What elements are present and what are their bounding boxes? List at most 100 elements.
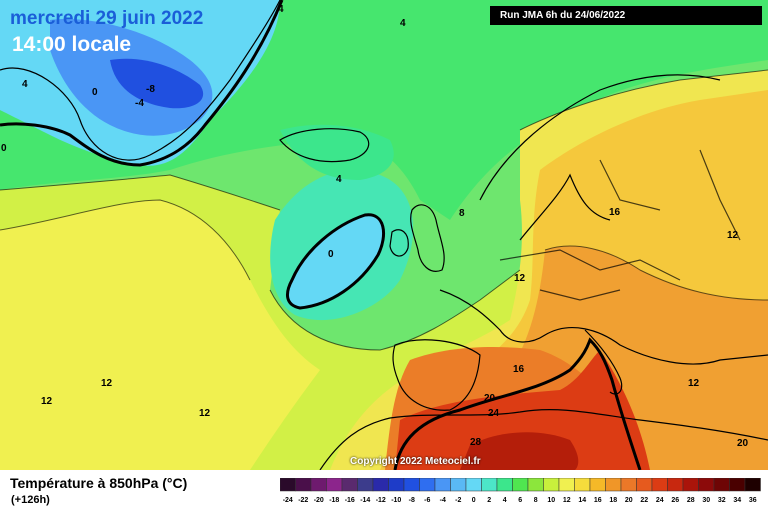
- scale-tick-label: 26: [671, 497, 679, 504]
- forecast-time: 14:00 locale: [12, 33, 132, 56]
- zone-dark-red: [460, 432, 579, 470]
- scale-swatch: [698, 478, 715, 492]
- coast-iceland: [279, 128, 370, 163]
- scale-tick-label: 34: [733, 497, 741, 504]
- coast-scandinavia: [479, 74, 721, 241]
- coast-europe: [439, 289, 768, 365]
- isotherm-line-4: [0, 199, 251, 281]
- coast-greenland: [0, 0, 281, 161]
- scale-swatch: [403, 478, 420, 492]
- isotherm-line-1: [0, 174, 281, 211]
- contour-label: 12: [514, 273, 526, 284]
- scale-tick-label: -12: [376, 497, 386, 504]
- zone-green-iceland: [280, 124, 394, 180]
- contour-label: 12: [101, 378, 113, 389]
- color-scale: -24 -22 -20 -18 -16 -14 -12 -10 -8 -6 -4 -2 0 2 4 6 8 10 1…: [280, 478, 761, 504]
- contour-label: 12: [727, 230, 739, 241]
- contour-label: -8: [146, 84, 155, 95]
- scale-tick-label: -16: [345, 497, 355, 504]
- contour-label: 20: [484, 393, 496, 404]
- coast-iberia: [392, 339, 481, 411]
- zone-red: [395, 350, 650, 470]
- contour-label: 12: [199, 408, 211, 419]
- border-lines: [499, 149, 741, 301]
- scale-tick-label: 24: [656, 497, 664, 504]
- scale-swatch: [372, 478, 389, 492]
- scale-tick-label: -10: [391, 497, 401, 504]
- scale-tick-label: 36: [749, 497, 757, 504]
- scale-tick-label: -20: [314, 497, 324, 504]
- contour-label: 12: [688, 378, 700, 389]
- coast-africa: [319, 408, 768, 470]
- run-info-badge: Run JMA 6h du 24/06/2022: [490, 6, 762, 25]
- scale-swatch: [651, 478, 668, 492]
- scale-swatch: [543, 478, 560, 492]
- scale-swatch: [636, 478, 653, 492]
- contour-zero-pool: [286, 213, 386, 310]
- contour-label: 28: [470, 437, 482, 448]
- legend-subtitle: (+126h): [11, 494, 50, 506]
- scale-tick-label: 10: [547, 497, 555, 504]
- scale-tick-label: 28: [687, 497, 695, 504]
- contour-label: 16: [609, 207, 621, 218]
- scale-swatch: [667, 478, 684, 492]
- scale-swatch: [574, 478, 591, 492]
- contour-label: 8: [459, 208, 465, 219]
- scale-swatch: [295, 478, 312, 492]
- contour-label: 0: [1, 143, 7, 154]
- scale-tick-label: 6: [518, 497, 522, 504]
- scale-tick-label: -18: [329, 497, 339, 504]
- isotherm-line-2: [269, 269, 521, 351]
- scale-swatch: [465, 478, 482, 492]
- scale-swatch: [512, 478, 529, 492]
- scale-tick-label: -2: [455, 497, 461, 504]
- scale-swatch: [713, 478, 730, 492]
- scale-swatch: [496, 478, 513, 492]
- scale-tick-label: 32: [718, 497, 726, 504]
- isotherm-line-3: [519, 69, 768, 131]
- scale-swatch: [434, 478, 451, 492]
- scale-swatch: [605, 478, 622, 492]
- coast-ireland: [389, 229, 409, 257]
- scale-tick-label: -6: [424, 497, 430, 504]
- scale-swatch: [729, 478, 746, 492]
- contour-label: 0: [92, 87, 98, 98]
- scale-swatch: [527, 478, 544, 492]
- legend-title: Température à 850hPa (°C): [10, 475, 188, 491]
- scale-tick-label: 18: [609, 497, 617, 504]
- zone-deepblue-greenland: [110, 58, 204, 109]
- scale-swatch: [558, 478, 575, 492]
- scale-swatch: [419, 478, 436, 492]
- contour-label: 20: [737, 438, 749, 449]
- scale-tick-label: -8: [409, 497, 415, 504]
- scale-tick-label: 4: [503, 497, 507, 504]
- scale-swatch: [682, 478, 699, 492]
- scale-tick-label: 16: [594, 497, 602, 504]
- scale-tick-label: 30: [702, 497, 710, 504]
- scale-swatch: [744, 478, 761, 492]
- contour-label: 4: [400, 18, 406, 29]
- contour-label: -4: [135, 98, 144, 109]
- scale-swatch: [450, 478, 467, 492]
- coast-britain: [410, 204, 445, 272]
- zone-yellow-atlantic: [0, 200, 320, 470]
- scale-swatch: [481, 478, 498, 492]
- isotherm-line-5: [544, 245, 768, 301]
- contour-labels: -8 -4 0 0 0 4 4 4 4 8 12 12 12 12 12 12 …: [1, 4, 749, 449]
- coastlines: [0, 0, 768, 470]
- coast-italy: [584, 329, 623, 395]
- scale-swatch: [341, 478, 358, 492]
- scale-swatch: [310, 478, 327, 492]
- temperature-map: -8 -4 0 0 0 4 4 4 4 8 12 12 12 12 12 12 …: [0, 0, 768, 470]
- contour-label: 12: [41, 396, 53, 407]
- scale-tick-label: 12: [563, 497, 571, 504]
- forecast-date: mercredi 29 juin 2022: [10, 8, 204, 29]
- scale-swatch: [589, 478, 606, 492]
- scale-tick-label: -22: [298, 497, 308, 504]
- scale-tick-label: 22: [640, 497, 648, 504]
- contour-label: 4: [278, 4, 284, 15]
- scale-tick-label: 8: [534, 497, 538, 504]
- copyright-notice: Copyright 2022 Meteociel.fr: [350, 456, 481, 467]
- contour-label: 4: [22, 79, 28, 90]
- contour-zero-greenland: [0, 0, 284, 167]
